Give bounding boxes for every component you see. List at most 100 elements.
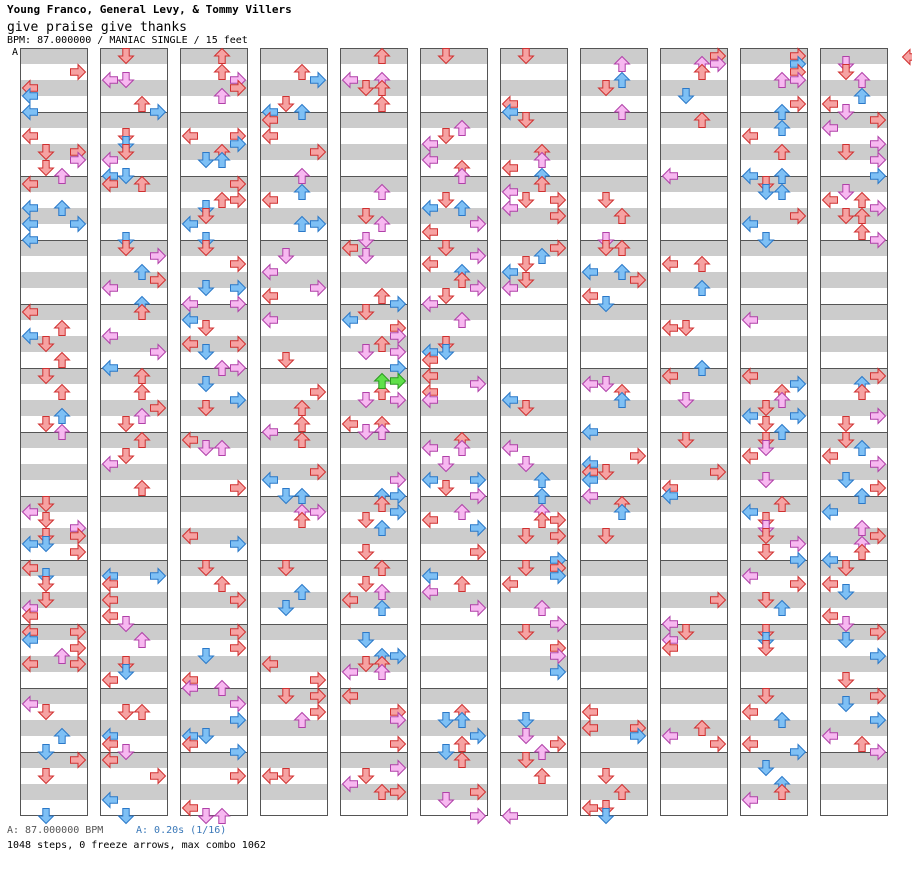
step-arrow-up: [853, 439, 871, 456]
beat-stripe: [580, 272, 648, 288]
beat-stripe: [740, 80, 808, 96]
beat-stripe: [820, 368, 888, 384]
beat-stripe: [180, 752, 248, 768]
step-arrow-right: [790, 95, 807, 113]
beat-stripe: [740, 464, 808, 480]
step-arrow-left: [181, 295, 198, 313]
beat-stripe: [500, 592, 568, 608]
column-border: [660, 48, 728, 816]
step-arrow-down: [117, 72, 135, 89]
step-arrow-down: [757, 640, 775, 657]
step-arrow-right: [390, 759, 407, 777]
chart-column: [420, 48, 488, 816]
beat-stripe: [260, 656, 328, 672]
step-arrow-left: [101, 71, 118, 89]
step-arrow-left: [501, 159, 518, 177]
step-arrow-left: [21, 215, 38, 233]
step-arrow-left: [181, 127, 198, 145]
beat-stripe: [580, 48, 648, 64]
step-arrow-left: [181, 431, 198, 449]
beat-stripe: [260, 784, 328, 800]
beat-stripe: [500, 368, 568, 384]
beat-stripe: [260, 112, 328, 128]
beat-stripe: [260, 80, 328, 96]
beat-stripe: [100, 592, 168, 608]
step-arrow-left: [501, 439, 518, 457]
step-arrow-left: [741, 167, 758, 185]
step-arrow-right: [70, 639, 87, 657]
beat-stripe: [180, 336, 248, 352]
step-arrow-left: [661, 487, 678, 505]
step-arrow-right: [70, 215, 87, 233]
beat-stripe: [660, 464, 728, 480]
step-arrow-left: [821, 95, 838, 113]
beat-stripe: [500, 336, 568, 352]
step-arrow-up: [53, 647, 71, 664]
beat-stripe: [740, 240, 808, 256]
step-arrow-down: [437, 48, 455, 65]
step-arrow-right: [550, 735, 567, 753]
beat-stripe: [820, 80, 888, 96]
step-arrow-down: [117, 704, 135, 721]
beat-stripe: [580, 144, 648, 160]
step-arrow-left: [901, 48, 912, 66]
step-arrow-left: [581, 263, 598, 281]
step-arrow-down: [597, 768, 615, 785]
step-arrow-down: [117, 144, 135, 161]
step-arrow-left: [421, 391, 438, 409]
step-arrow-down: [37, 416, 55, 433]
step-arrow-right: [150, 247, 167, 265]
step-arrow-right: [630, 271, 647, 289]
step-arrow-left: [101, 607, 118, 625]
step-arrow-down: [677, 392, 695, 409]
step-arrow-up: [853, 519, 871, 536]
step-arrow-left: [21, 127, 38, 145]
beat-stripe: [420, 560, 488, 576]
beat-stripe: [740, 208, 808, 224]
step-arrow-up: [373, 95, 391, 112]
chart-column: [660, 48, 728, 816]
step-arrow-down: [37, 144, 55, 161]
step-arrow-up: [213, 359, 231, 376]
step-arrow-up: [773, 391, 791, 408]
beat-stripe: [340, 464, 408, 480]
step-arrow-right: [550, 527, 567, 545]
step-arrow-up: [453, 439, 471, 456]
beat-stripe: [340, 400, 408, 416]
beat-stripe: [260, 464, 328, 480]
step-arrow-left: [101, 279, 118, 297]
beat-stripe: [180, 176, 248, 192]
step-arrow-down: [437, 456, 455, 473]
step-arrow-left: [741, 735, 758, 753]
beat-stripe: [660, 48, 728, 64]
step-arrow-down: [357, 656, 375, 673]
step-arrow-left: [21, 303, 38, 321]
step-arrow-right: [870, 167, 887, 185]
step-arrow-up: [53, 319, 71, 336]
beat-stripe: [820, 112, 888, 128]
beat-stripe: [20, 432, 88, 448]
beat-stripe: [20, 272, 88, 288]
step-arrow-left: [101, 591, 118, 609]
step-arrow-down: [117, 48, 135, 65]
beat-stripe: [820, 240, 888, 256]
step-arrow-down: [517, 624, 535, 641]
step-arrow-up: [533, 743, 551, 760]
beat-stripe: [820, 400, 888, 416]
step-arrow-up: [373, 663, 391, 680]
step-arrow-down: [357, 248, 375, 265]
step-arrow-right: [470, 487, 487, 505]
step-arrow-left: [181, 799, 198, 817]
step-arrow-right: [790, 207, 807, 225]
step-arrow-left: [741, 447, 758, 465]
step-arrow-right: [310, 503, 327, 521]
step-arrow-left: [101, 575, 118, 593]
step-arrow-right: [870, 711, 887, 729]
step-arrow-right: [150, 399, 167, 417]
beat-stripe: [660, 144, 728, 160]
step-arrow-left: [581, 487, 598, 505]
step-arrow-down: [277, 600, 295, 617]
step-arrow-down: [517, 256, 535, 273]
beat-stripe: [420, 720, 488, 736]
step-arrow-down: [597, 296, 615, 313]
